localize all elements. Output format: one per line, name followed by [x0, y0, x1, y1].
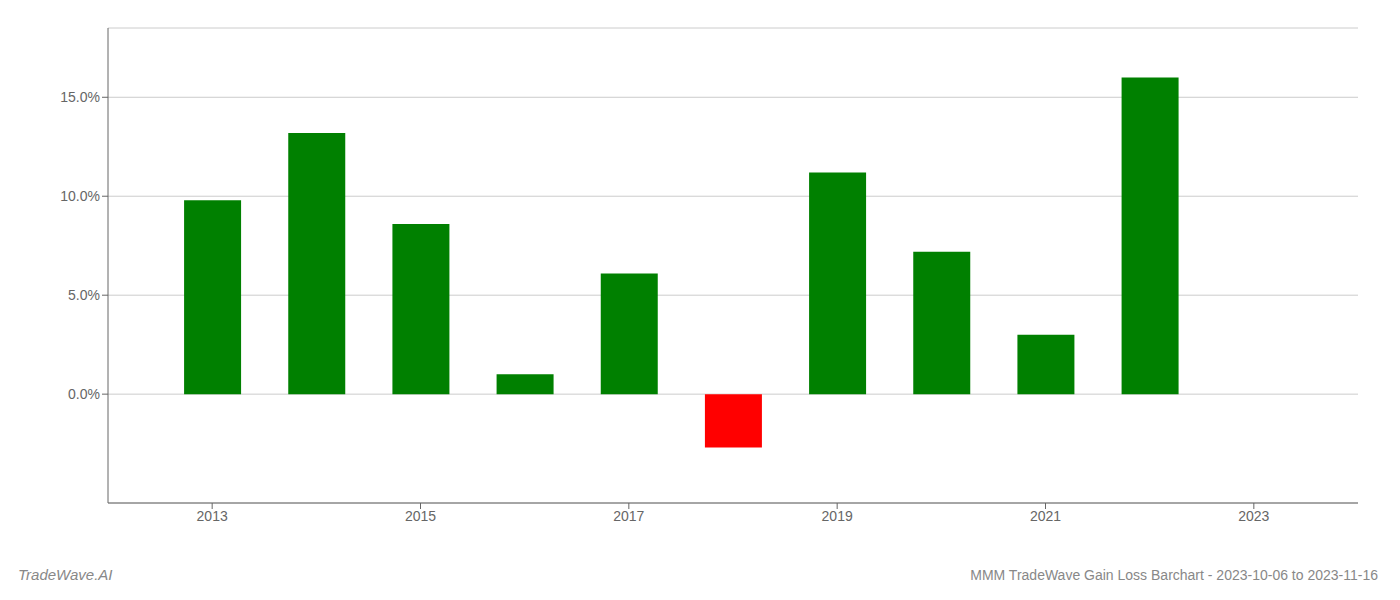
- svg-text:10.0%: 10.0%: [60, 188, 100, 204]
- svg-text:2015: 2015: [405, 508, 436, 524]
- svg-text:2017: 2017: [613, 508, 644, 524]
- svg-text:0.0%: 0.0%: [68, 386, 100, 402]
- svg-text:2013: 2013: [197, 508, 228, 524]
- svg-text:2019: 2019: [822, 508, 853, 524]
- svg-text:2021: 2021: [1030, 508, 1061, 524]
- svg-text:2023: 2023: [1238, 508, 1269, 524]
- svg-text:5.0%: 5.0%: [68, 287, 100, 303]
- html-text:TradeWave.AI: TradeWave.AI: [18, 566, 113, 583]
- html-text:MMM TradeWave Gain Loss Barcha: MMM TradeWave Gain Loss Barchart - 2023-…: [970, 567, 1378, 583]
- svg-text:15.0%: 15.0%: [60, 89, 100, 105]
